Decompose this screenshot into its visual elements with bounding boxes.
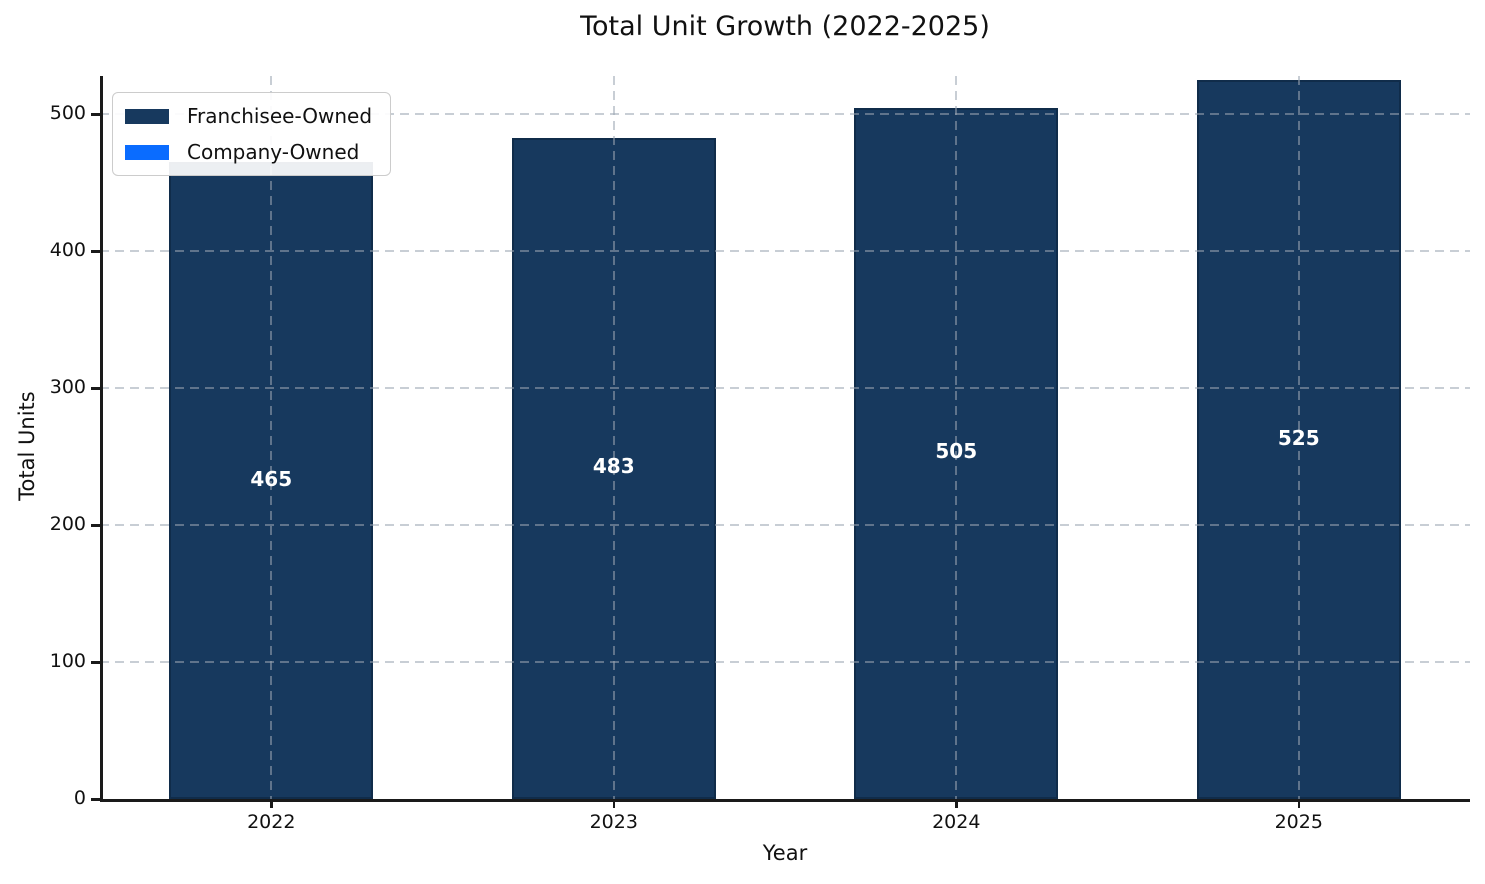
y-tick-label: 300 bbox=[49, 376, 86, 399]
x-axis-spine bbox=[100, 799, 1470, 802]
y-tick-mark bbox=[91, 387, 100, 390]
chart-title: Total Unit Growth (2022-2025) bbox=[580, 11, 990, 42]
legend: Franchisee-Owned Company-Owned bbox=[112, 92, 392, 176]
y-tick-mark bbox=[91, 250, 100, 253]
legend-item: Franchisee-Owned bbox=[125, 104, 372, 128]
y-tick-mark bbox=[91, 798, 100, 801]
x-tick-mark bbox=[270, 799, 273, 808]
y-tick-label: 500 bbox=[49, 102, 86, 125]
plot-area: 0 100 200 300 400 500 2022 465 2023 483 2024 505 202… bbox=[50, 76, 1470, 833]
x-tick-label: 2022 bbox=[247, 811, 296, 833]
vertical-gridline bbox=[955, 76, 958, 799]
bar-value-label: 465 bbox=[250, 466, 293, 491]
bar-value-label: 505 bbox=[935, 439, 978, 464]
x-tick-mark bbox=[612, 799, 616, 808]
legend-swatch-icon bbox=[125, 144, 169, 160]
x-tick-label: 2024 bbox=[932, 811, 981, 833]
x-tick-mark bbox=[1297, 799, 1301, 808]
horizontal-gridline bbox=[100, 387, 1470, 390]
y-tick-mark bbox=[91, 524, 100, 527]
y-tick-label: 200 bbox=[49, 513, 86, 536]
y-tick-label: 0 bbox=[73, 787, 86, 809]
vertical-gridline bbox=[1297, 76, 1300, 799]
legend-label: Company-Owned bbox=[187, 140, 360, 164]
horizontal-gridline bbox=[100, 524, 1470, 527]
x-axis-label: Year bbox=[762, 841, 808, 865]
y-tick-label: 400 bbox=[49, 239, 86, 262]
horizontal-gridline bbox=[100, 250, 1470, 253]
x-tick-label: 2023 bbox=[589, 811, 638, 833]
vertical-gridline bbox=[270, 76, 273, 799]
legend-label: Franchisee-Owned bbox=[187, 104, 373, 128]
x-tick-label: 2025 bbox=[1274, 811, 1323, 833]
legend-swatch-icon bbox=[125, 108, 169, 124]
horizontal-gridline bbox=[100, 661, 1470, 664]
y-tick-mark bbox=[91, 661, 100, 664]
bar-value-label: 525 bbox=[1277, 425, 1320, 450]
bar-value-label: 483 bbox=[592, 454, 635, 479]
legend-item: Company-Owned bbox=[125, 140, 372, 164]
vertical-gridline bbox=[612, 76, 615, 799]
y-tick-mark bbox=[91, 113, 100, 116]
horizontal-gridline bbox=[100, 113, 1470, 116]
y-axis-spine bbox=[100, 76, 103, 799]
x-tick-mark bbox=[955, 799, 958, 808]
y-tick-label: 100 bbox=[49, 650, 86, 673]
y-axis-label: Total Units bbox=[15, 391, 39, 501]
